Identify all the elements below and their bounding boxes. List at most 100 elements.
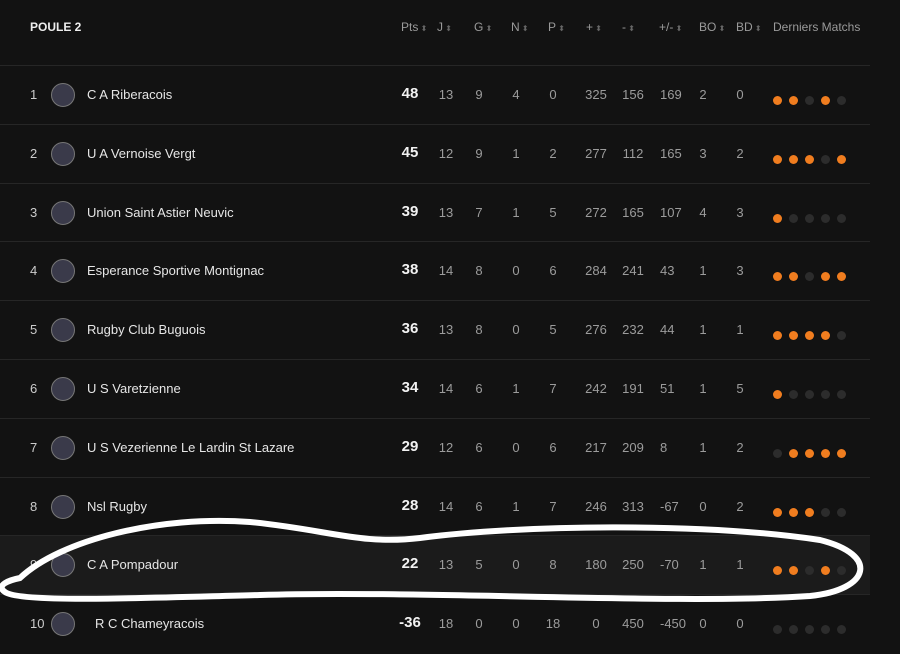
stat-plus: 217: [585, 439, 607, 455]
column-header[interactable]: N ⬍: [511, 20, 529, 34]
sort-icon: ⬍: [752, 24, 762, 33]
stat-j: 12: [438, 439, 454, 455]
points: 34: [401, 379, 419, 396]
stat-minus: 112: [622, 145, 644, 161]
rank: 8: [30, 498, 38, 514]
stat-g: 6: [475, 439, 483, 455]
table-row[interactable]: 3 Union Saint Astier Neuvic 39 13 7 1 5 272 165 1…: [0, 182, 870, 242]
stat-g: 6: [475, 498, 483, 514]
stat-j: 14: [438, 498, 454, 514]
form-dot: [805, 448, 814, 458]
form-dot: [821, 272, 830, 282]
column-header[interactable]: Pts ⬍: [401, 20, 428, 34]
form-dot: [805, 154, 814, 164]
form-dot: [773, 566, 782, 576]
column-header[interactable]: J ⬍: [437, 20, 452, 34]
column-header[interactable]: P ⬍: [548, 20, 565, 34]
form-dot: [821, 331, 830, 341]
stat-bo: 1: [699, 381, 707, 396]
stat-n: 4: [512, 87, 520, 102]
points: 39: [401, 202, 419, 220]
table-row[interactable]: 4 Esperance Sportive Montignac 38 14 8 0 6 284 2…: [0, 241, 870, 300]
stat-bo: 1: [699, 322, 707, 338]
form-dot: [837, 272, 846, 282]
stat-p: 7: [549, 498, 557, 514]
team-logo: [51, 435, 75, 460]
stat-bo: 3: [699, 145, 707, 161]
stat-bo: 1: [699, 557, 707, 573]
stat-p: 18: [545, 616, 561, 632]
stat-diff: 169: [660, 87, 682, 102]
table-row[interactable]: 1 C A Riberacois 48 13 9 4 0 325 156 169 2 0: [0, 65, 870, 124]
stat-g: 0: [475, 616, 483, 632]
form-dot: [837, 625, 846, 635]
table-row[interactable]: 6 U S Varetzienne 34 14 6 1 7 242 191 51 1 5: [0, 359, 870, 418]
stat-plus: 180: [585, 557, 607, 573]
column-header[interactable]: G ⬍: [474, 20, 493, 34]
stat-g: 8: [475, 322, 483, 338]
stat-bd: 5: [736, 381, 744, 396]
column-header[interactable]: - ⬍: [622, 20, 635, 34]
team-logo: [51, 200, 75, 225]
form-dot: [805, 272, 814, 282]
stat-p: 8: [549, 557, 557, 573]
form-dot: [821, 566, 830, 576]
stat-j: 13: [438, 557, 454, 573]
form-dot: [821, 96, 830, 105]
stat-bd: 3: [736, 263, 744, 279]
stat-diff: -450: [660, 616, 687, 632]
form-dot: [805, 566, 814, 576]
form-dot: [805, 507, 814, 517]
column-header[interactable]: +/- ⬍: [659, 20, 683, 34]
stat-bo: 1: [699, 439, 707, 455]
stat-g: 6: [475, 381, 483, 396]
stat-j: 12: [438, 145, 454, 161]
column-header[interactable]: BD ⬍: [736, 20, 762, 34]
stat-p: 7: [549, 381, 557, 396]
stat-plus: 325: [585, 87, 607, 102]
column-header[interactable]: + ⬍: [586, 20, 602, 34]
stat-n: 1: [512, 145, 520, 161]
form-dot: [789, 566, 798, 576]
team-name: C A Pompadour: [87, 557, 179, 573]
stat-bd: 2: [736, 145, 744, 161]
stat-diff: 51: [660, 381, 675, 396]
form-dot: [789, 96, 798, 105]
stat-n: 0: [512, 263, 520, 279]
table-row[interactable]: 5 Rugby Club Buguois 36 13 8 0 5 276 232 44 1 1: [0, 300, 870, 359]
table-row[interactable]: 9 C A Pompadour 22 13 5 0 8 180 250 -70 1 1: [0, 535, 870, 595]
column-header[interactable]: BO ⬍: [699, 20, 726, 34]
table-row[interactable]: 8 Nsl Rugby 28 14 6 1 7 246 313 -67 0 2: [0, 476, 870, 536]
team-logo: [51, 318, 75, 343]
stat-n: 0: [512, 557, 520, 573]
stat-j: 13: [438, 322, 454, 338]
stat-minus: 209: [622, 439, 644, 455]
table-row[interactable]: 10 R C Chameyracois -36 18 0 0 18 0 450 -450 0 0: [0, 594, 870, 653]
stat-minus: 241: [622, 263, 644, 279]
form-dot: [821, 625, 830, 635]
stat-bo: 0: [699, 498, 707, 514]
column-header[interactable]: Derniers Matchs: [773, 20, 861, 34]
stat-diff: 165: [660, 145, 682, 161]
points: 28: [401, 496, 419, 514]
form-dot: [789, 213, 798, 223]
team-name: Union Saint Astier Neuvic: [87, 204, 234, 220]
form-dot: [837, 96, 846, 105]
sort-icon: ⬍: [716, 24, 726, 33]
stat-p: 6: [549, 263, 557, 279]
form-dot: [837, 390, 846, 399]
stat-bo: 2: [699, 87, 707, 102]
form-dot: [837, 331, 846, 341]
stat-diff: -70: [660, 557, 679, 573]
stat-minus: 450: [622, 616, 644, 632]
team-name: U S Varetzienne: [87, 381, 181, 396]
stat-minus: 191: [622, 381, 644, 396]
points: 36: [401, 320, 419, 338]
stat-plus: 284: [585, 263, 607, 279]
stat-j: 13: [438, 87, 454, 102]
points: 48: [401, 85, 419, 102]
sort-icon: ⬍: [418, 24, 428, 33]
stat-bo: 0: [699, 616, 707, 632]
